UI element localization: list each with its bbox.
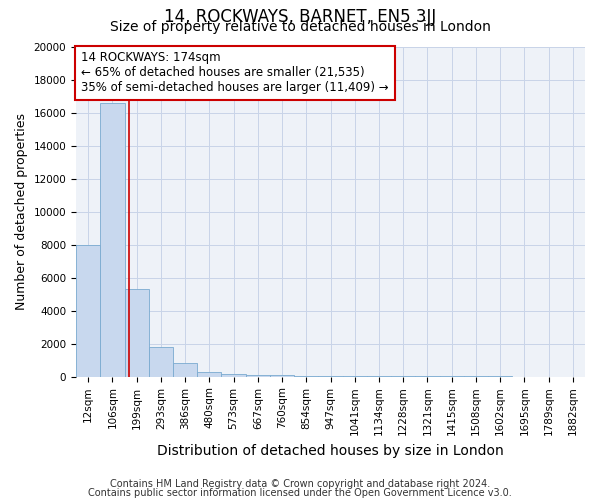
Bar xyxy=(100,102,125,376)
Bar xyxy=(76,244,100,376)
Bar xyxy=(197,372,221,376)
X-axis label: Distribution of detached houses by size in London: Distribution of detached houses by size … xyxy=(157,444,504,458)
Bar xyxy=(149,347,173,376)
Bar xyxy=(125,289,149,376)
Text: 14, ROCKWAYS, BARNET, EN5 3JJ: 14, ROCKWAYS, BARNET, EN5 3JJ xyxy=(164,8,436,26)
Text: Contains HM Land Registry data © Crown copyright and database right 2024.: Contains HM Land Registry data © Crown c… xyxy=(110,479,490,489)
Text: Size of property relative to detached houses in London: Size of property relative to detached ho… xyxy=(110,20,490,34)
Text: 14 ROCKWAYS: 174sqm
← 65% of detached houses are smaller (21,535)
35% of semi-de: 14 ROCKWAYS: 174sqm ← 65% of detached ho… xyxy=(81,52,389,94)
Bar xyxy=(173,364,197,376)
Y-axis label: Number of detached properties: Number of detached properties xyxy=(15,113,28,310)
Text: Contains public sector information licensed under the Open Government Licence v3: Contains public sector information licen… xyxy=(88,488,512,498)
Bar xyxy=(245,375,270,376)
Bar xyxy=(221,374,245,376)
